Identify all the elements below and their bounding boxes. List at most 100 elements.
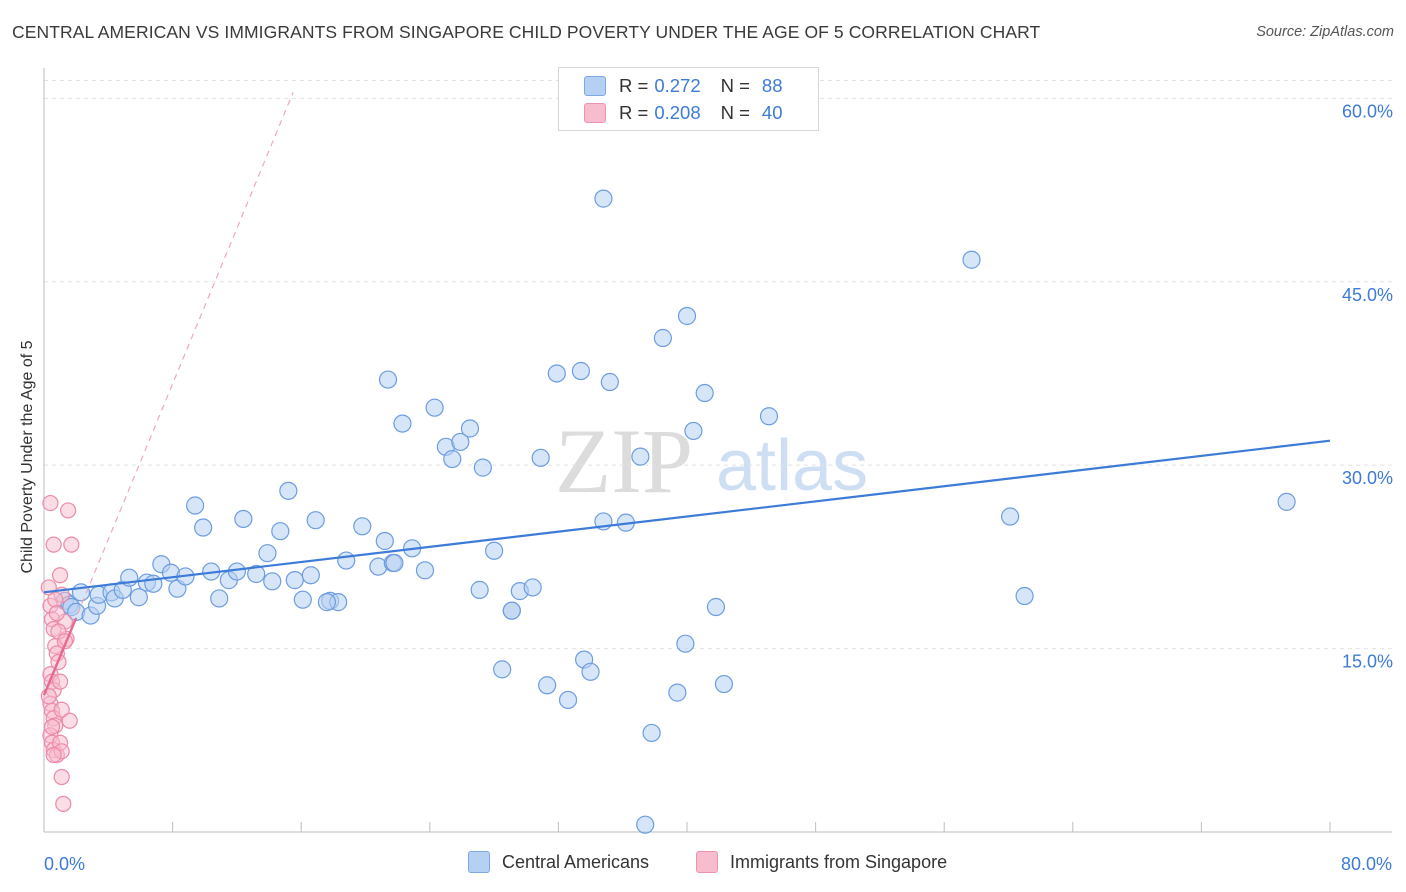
point-central-americans	[1015, 586, 1034, 606]
point-central-americans	[706, 597, 726, 617]
x-tick-label: 0.0%	[44, 854, 85, 874]
point-singapore	[63, 536, 80, 553]
point-central-americans	[415, 561, 435, 580]
point-central-americans	[485, 541, 504, 560]
point-singapore	[48, 605, 65, 622]
legend-r-label: R =	[619, 75, 649, 96]
bottom-legend-swatch-pink	[696, 851, 718, 873]
point-singapore	[60, 502, 77, 519]
point-central-americans	[962, 250, 981, 269]
point-central-americans	[279, 481, 298, 500]
point-central-americans	[571, 361, 591, 381]
point-central-americans	[676, 634, 695, 653]
bottom-legend-central-americans: Central Americans	[468, 851, 649, 873]
point-central-americans	[523, 578, 542, 597]
point-singapore	[55, 795, 72, 812]
point-central-americans	[425, 398, 444, 417]
point-central-americans	[558, 690, 578, 710]
point-central-americans	[393, 414, 412, 433]
point-singapore	[45, 536, 62, 553]
point-central-americans	[502, 601, 521, 620]
point-central-americans	[460, 419, 480, 438]
point-singapore	[61, 712, 78, 729]
legend-swatch-pink	[584, 103, 606, 123]
point-singapore	[53, 768, 70, 786]
point-singapore	[45, 746, 62, 764]
point-central-americans	[473, 458, 492, 477]
point-singapore	[47, 591, 64, 608]
point-central-americans	[1001, 507, 1020, 526]
point-central-americans	[378, 370, 398, 389]
point-central-americans	[653, 328, 672, 348]
point-central-americans	[301, 566, 320, 585]
point-central-americans	[714, 674, 734, 694]
legend-r-label: R =	[619, 102, 649, 123]
legend-swatch-blue	[584, 76, 606, 96]
point-central-americans	[186, 496, 205, 515]
point-central-americans	[247, 564, 266, 584]
watermark-atlas: atlas	[716, 426, 868, 506]
legend-top: R = 0.272 N = 88 R = 0.208 N = 40	[558, 67, 819, 131]
legend-n-value: 88	[761, 75, 783, 96]
point-central-americans	[493, 660, 512, 679]
point-central-americans	[337, 551, 356, 570]
point-central-americans	[258, 544, 277, 563]
point-singapore	[53, 701, 70, 718]
point-central-americans	[677, 306, 697, 326]
point-central-americans	[451, 432, 470, 452]
point-central-americans	[668, 683, 687, 702]
point-central-americans	[581, 662, 600, 681]
point-central-americans	[531, 448, 550, 467]
point-central-americans	[129, 588, 148, 607]
point-central-americans	[385, 553, 404, 573]
y-tick-label: 30.0%	[1342, 468, 1393, 488]
point-central-americans	[600, 372, 619, 392]
legend-n-label: N =	[720, 102, 750, 123]
point-singapore	[51, 673, 69, 690]
point-central-americans	[271, 522, 290, 541]
chart-title: CENTRAL AMERICAN VS IMMIGRANTS FROM SING…	[12, 22, 1041, 42]
legend-row-central-americans: R = 0.272 N = 88	[584, 73, 783, 99]
point-central-americans	[194, 518, 213, 537]
trend-line-singapore	[42, 617, 78, 696]
point-central-americans	[538, 676, 557, 695]
point-central-americans	[306, 511, 325, 530]
legend-row-singapore: R = 0.208 N = 40	[584, 100, 783, 126]
trend-line-singapore-extended	[43, 91, 294, 696]
legend-n-value: 40	[761, 102, 783, 123]
point-central-americans	[631, 447, 650, 466]
point-central-americans	[636, 815, 655, 834]
point-central-americans	[234, 509, 253, 529]
trend-line-central-americans	[43, 439, 1331, 594]
point-central-americans	[263, 572, 282, 591]
watermark-zip: ZIP	[555, 410, 693, 512]
bottom-legend-swatch-blue	[468, 851, 490, 873]
point-central-americans	[285, 571, 304, 590]
point-singapore	[51, 567, 69, 584]
point-central-americans	[317, 593, 337, 612]
point-central-americans	[594, 189, 613, 208]
point-central-americans	[695, 383, 714, 403]
point-central-americans	[375, 531, 394, 551]
point-central-americans	[470, 580, 489, 599]
y-tick-label: 15.0%	[1342, 652, 1393, 672]
point-central-americans	[547, 364, 566, 383]
point-central-americans	[293, 590, 312, 609]
point-central-americans	[443, 449, 462, 469]
legend-n-label: N =	[720, 75, 750, 96]
legend-r-value: 0.272	[654, 75, 701, 96]
point-central-americans	[227, 562, 246, 581]
point-singapore	[40, 688, 57, 705]
x-tick-label: 80.0%	[1341, 854, 1392, 874]
point-singapore	[43, 718, 61, 735]
y-tick-label: 45.0%	[1342, 285, 1393, 305]
point-central-americans	[1277, 492, 1296, 511]
bottom-legend-label: Central Americans	[502, 851, 650, 872]
point-central-americans	[684, 421, 703, 441]
point-singapore	[42, 494, 59, 512]
legend-r-value: 0.208	[654, 102, 701, 123]
bottom-legend-singapore: Immigrants from Singapore	[696, 851, 947, 873]
point-central-americans	[210, 589, 229, 608]
y-tick-label: 60.0%	[1342, 101, 1393, 121]
